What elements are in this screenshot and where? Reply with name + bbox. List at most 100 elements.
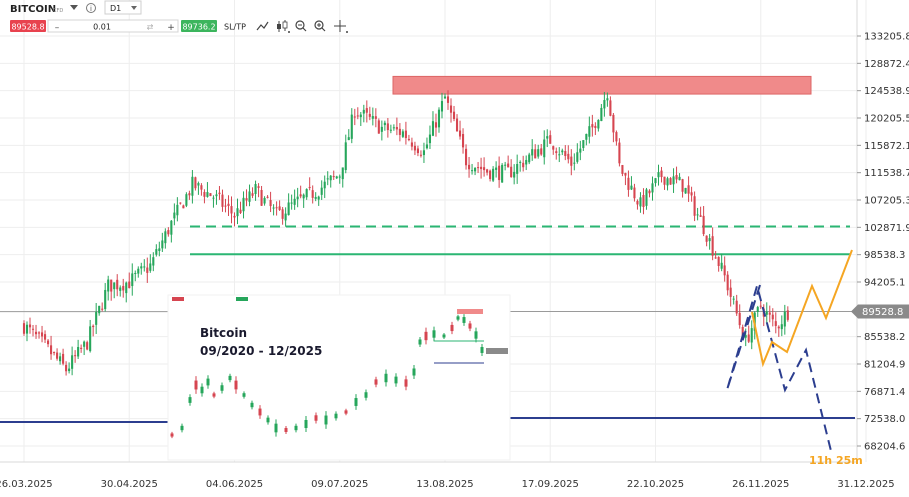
candle-body: [534, 149, 537, 159]
inset-candle-body: [250, 402, 254, 408]
price-axis: 133205.8 128872.4 124538.9 120205.5 115872.1…: [856, 0, 909, 462]
timeframe-select[interactable]: [104, 0, 142, 15]
plus-button[interactable]: +: [167, 23, 175, 33]
chevron-down-icon[interactable]: [70, 5, 78, 10]
candle-body: [678, 176, 681, 181]
candle-body: [555, 151, 558, 154]
candle-body: [687, 185, 690, 194]
sell-button[interactable]: [10, 20, 46, 32]
candle-body: [212, 197, 215, 199]
candle-body: [410, 142, 413, 147]
crosshair-icon[interactable]: [334, 20, 348, 33]
candle-body: [374, 116, 377, 119]
candle-body: [341, 167, 344, 180]
line-chart-icon[interactable]: [256, 21, 269, 31]
inset-price-badge: [486, 348, 508, 354]
candle-body: [669, 178, 672, 185]
date-tick-label: 09.07.2025: [311, 479, 368, 490]
candle-body: [633, 187, 636, 199]
candles-icon[interactable]: [277, 20, 290, 33]
inset-candle-body: [212, 393, 216, 397]
candle-body: [377, 120, 380, 134]
bar-countdown: 11h 25m: [809, 454, 863, 467]
buy-price: 89736.2: [182, 23, 215, 32]
candle-body: [455, 118, 459, 132]
price-tick-label: 111538.7: [864, 168, 909, 179]
candle-body: [152, 257, 155, 266]
candle-body: [272, 207, 275, 209]
candle-body: [528, 154, 531, 163]
inset-candle-body: [424, 331, 428, 341]
zoom-in-icon[interactable]: [314, 20, 326, 32]
candle-body: [726, 274, 729, 291]
candle-body: [245, 198, 248, 201]
candle-body: [239, 209, 242, 213]
price-tick-label: 76871.4: [864, 387, 905, 398]
candle-body: [28, 324, 32, 328]
candle-body: [218, 192, 221, 195]
buy-button[interactable]: [181, 20, 217, 32]
minus-button[interactable]: –: [55, 23, 60, 33]
candle-body: [260, 189, 263, 206]
candle-body: [221, 194, 224, 207]
candle-body: [603, 100, 606, 109]
candle-body: [576, 152, 579, 162]
candle-body: [143, 266, 146, 268]
candle-body: [413, 145, 416, 151]
candle-body: [92, 325, 95, 328]
sltp-button[interactable]: SL/TP: [224, 23, 246, 32]
inset-candle-body: [354, 398, 358, 406]
candle-body: [615, 132, 618, 142]
candle-body: [756, 307, 759, 312]
candle-body: [618, 142, 621, 164]
candle-body: [281, 209, 284, 219]
candle-body: [230, 206, 233, 214]
candle-body: [750, 328, 753, 343]
candle-body: [579, 148, 582, 153]
candle-body: [107, 279, 110, 292]
candle-body: [188, 193, 191, 196]
candle-body: [416, 148, 419, 154]
swap-icon[interactable]: ⇄: [147, 23, 154, 32]
candle-body: [552, 146, 555, 150]
price-tick-label: 81204.9: [864, 359, 905, 370]
inset-candle-body: [394, 376, 398, 384]
inset-sell-chip: [172, 297, 184, 301]
candle-body: [642, 194, 645, 207]
candle-body: [525, 159, 528, 165]
zoom-out-icon[interactable]: [295, 20, 307, 32]
inset-candle-body: [266, 417, 270, 423]
candle-body: [386, 123, 389, 131]
candle-body: [173, 212, 176, 219]
candle-body: [786, 310, 789, 320]
candle-body: [440, 101, 444, 112]
candle-body: [335, 176, 338, 179]
candle-body: [708, 238, 711, 242]
candle-body: [443, 96, 447, 99]
candle-body: [564, 151, 567, 157]
volume-field[interactable]: [47, 19, 179, 33]
candle-body: [176, 204, 179, 216]
candle-body: [122, 285, 125, 291]
candle-body: [768, 312, 771, 315]
candle-body: [474, 167, 477, 172]
candle-body: [293, 198, 296, 205]
candle-body: [287, 202, 290, 216]
candle-body: [137, 268, 140, 274]
timeframe-chevron-icon: [131, 6, 137, 10]
volume-value[interactable]: 0.01: [93, 23, 111, 32]
info-icon[interactable]: i: [86, 3, 96, 14]
candle-body: [365, 108, 368, 113]
candle-body: [639, 197, 642, 207]
candle-body: [501, 164, 504, 183]
candle-body: [582, 140, 585, 148]
symbol-name[interactable]: BITCOIN: [10, 4, 56, 15]
candle-body: [197, 183, 200, 186]
candle-body: [398, 128, 401, 135]
inset-candle-body: [344, 410, 348, 414]
candle-body: [263, 197, 266, 204]
candle-body: [158, 248, 161, 252]
candle-body: [495, 167, 498, 170]
inset-candle-body: [384, 373, 388, 383]
